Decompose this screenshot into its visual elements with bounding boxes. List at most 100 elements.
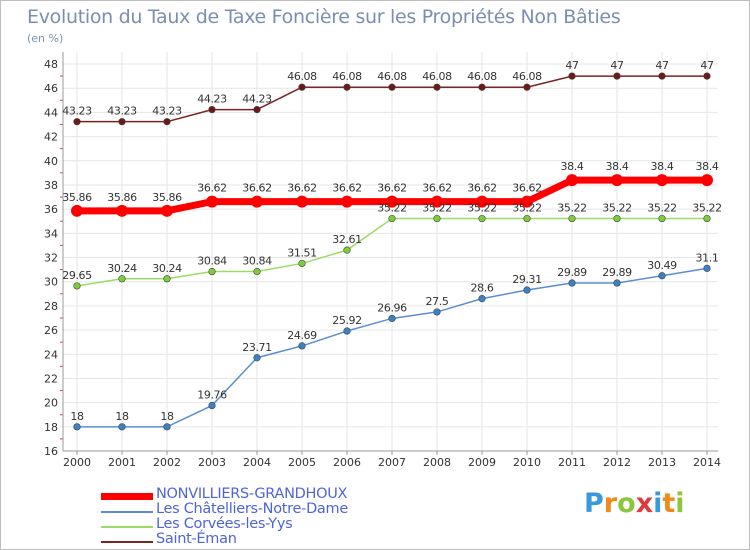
- y-tick-label: 22: [44, 372, 58, 385]
- data-label: 43.23: [62, 105, 92, 118]
- y-tick-label: 34: [44, 227, 58, 240]
- data-label: 36.62: [242, 182, 272, 195]
- data-label: 29.89: [602, 266, 632, 279]
- data-label: 31.1: [696, 251, 719, 264]
- data-point-0: [431, 195, 443, 208]
- data-point-1: [73, 423, 81, 431]
- x-tick-label: 2009: [468, 456, 496, 469]
- data-point-2: [568, 214, 576, 223]
- data-label: 38.4: [651, 160, 674, 173]
- data-point-1: [523, 286, 531, 294]
- data-point-0: [521, 195, 533, 208]
- data-label: 35.86: [152, 191, 182, 204]
- data-point-3: [388, 83, 396, 91]
- data-point-1: [613, 279, 621, 287]
- data-point-1: [658, 272, 666, 280]
- data-label: 29.65: [62, 269, 92, 282]
- data-label: 26.96: [377, 301, 407, 314]
- data-label: 38.4: [696, 160, 719, 173]
- legend-swatch: [101, 541, 153, 543]
- data-label: 46.08: [377, 70, 407, 83]
- x-tick-label: 2010: [513, 456, 541, 469]
- legend-label: Saint-Éman: [156, 531, 237, 547]
- data-label: 35.22: [557, 202, 587, 215]
- data-label: 36.62: [197, 182, 227, 195]
- data-point-0: [341, 195, 353, 208]
- data-label: 35.22: [377, 202, 407, 215]
- data-label: 47: [565, 59, 579, 72]
- data-point-0: [161, 204, 173, 217]
- data-label: 47: [700, 59, 714, 72]
- data-point-1: [343, 327, 351, 335]
- data-point-2: [73, 282, 81, 290]
- proxiti-logo: Proxiti: [584, 488, 685, 519]
- data-point-3: [523, 83, 531, 91]
- data-label: 28.6: [471, 282, 494, 295]
- data-point-3: [208, 105, 216, 114]
- y-tick-label: 18: [44, 421, 58, 434]
- data-point-0: [701, 174, 713, 187]
- data-label: 35.22: [422, 202, 452, 215]
- data-label: 30.49: [647, 259, 677, 272]
- y-tick-label: 38: [44, 179, 58, 192]
- y-tick-label: 36: [44, 203, 58, 216]
- data-point-0: [206, 195, 218, 208]
- data-label: 36.62: [467, 182, 497, 195]
- data-point-3: [433, 83, 441, 91]
- data-label: 29.31: [512, 273, 542, 286]
- logo-letter: i: [653, 488, 663, 519]
- data-label: 38.4: [606, 160, 629, 173]
- data-point-3: [568, 72, 576, 80]
- data-point-2: [658, 214, 666, 223]
- data-label: 29.89: [557, 266, 587, 279]
- data-label: 46.08: [332, 70, 362, 83]
- data-label: 46.08: [287, 70, 317, 83]
- data-label: 36.62: [287, 182, 317, 195]
- x-tick-label: 2008: [423, 456, 451, 469]
- data-point-1: [253, 354, 261, 362]
- data-point-2: [253, 267, 261, 276]
- data-point-3: [298, 83, 306, 91]
- logo-letter: o: [617, 488, 636, 519]
- data-point-2: [163, 275, 171, 283]
- plot-area: [63, 52, 718, 451]
- data-label: 35.22: [602, 202, 632, 215]
- data-label: 43.23: [152, 105, 182, 118]
- data-point-1: [478, 295, 486, 303]
- legend-label: NONVILLIERS-GRANDHOUX: [156, 486, 348, 502]
- x-tick-label: 2006: [333, 456, 361, 469]
- data-point-0: [251, 195, 263, 208]
- data-label: 35.22: [692, 202, 722, 215]
- data-point-3: [343, 83, 351, 91]
- data-point-3: [253, 105, 261, 114]
- y-tick-label: 32: [44, 252, 58, 265]
- data-label: 36.62: [332, 182, 362, 195]
- data-point-0: [116, 204, 128, 217]
- x-tick-label: 2011: [558, 456, 586, 469]
- legend-label: Les Corvées-les-Yys: [156, 516, 293, 532]
- data-label: 36.62: [512, 182, 542, 195]
- data-label: 35.22: [467, 202, 497, 215]
- data-point-1: [298, 342, 306, 350]
- y-tick-label: 26: [44, 324, 58, 337]
- data-point-1: [703, 264, 711, 272]
- data-label: 23.71: [242, 341, 272, 354]
- logo-letter: x: [635, 488, 654, 519]
- data-label: 35.86: [62, 191, 92, 204]
- data-point-0: [611, 174, 623, 187]
- data-label: 36.62: [422, 182, 452, 195]
- x-tick-label: 2003: [198, 456, 226, 469]
- y-tick-label: 16: [44, 445, 58, 458]
- x-tick-label: 2012: [603, 456, 631, 469]
- data-point-1: [568, 279, 576, 287]
- data-point-0: [656, 174, 668, 187]
- data-point-0: [386, 195, 398, 208]
- data-point-3: [658, 72, 666, 80]
- data-label: 24.69: [287, 329, 317, 342]
- data-point-1: [433, 308, 441, 316]
- data-label: 18: [115, 410, 129, 423]
- data-label: 44.23: [242, 93, 272, 106]
- x-tick-label: 2005: [288, 456, 316, 469]
- data-point-3: [163, 118, 171, 126]
- x-tick-label: 2000: [63, 456, 91, 469]
